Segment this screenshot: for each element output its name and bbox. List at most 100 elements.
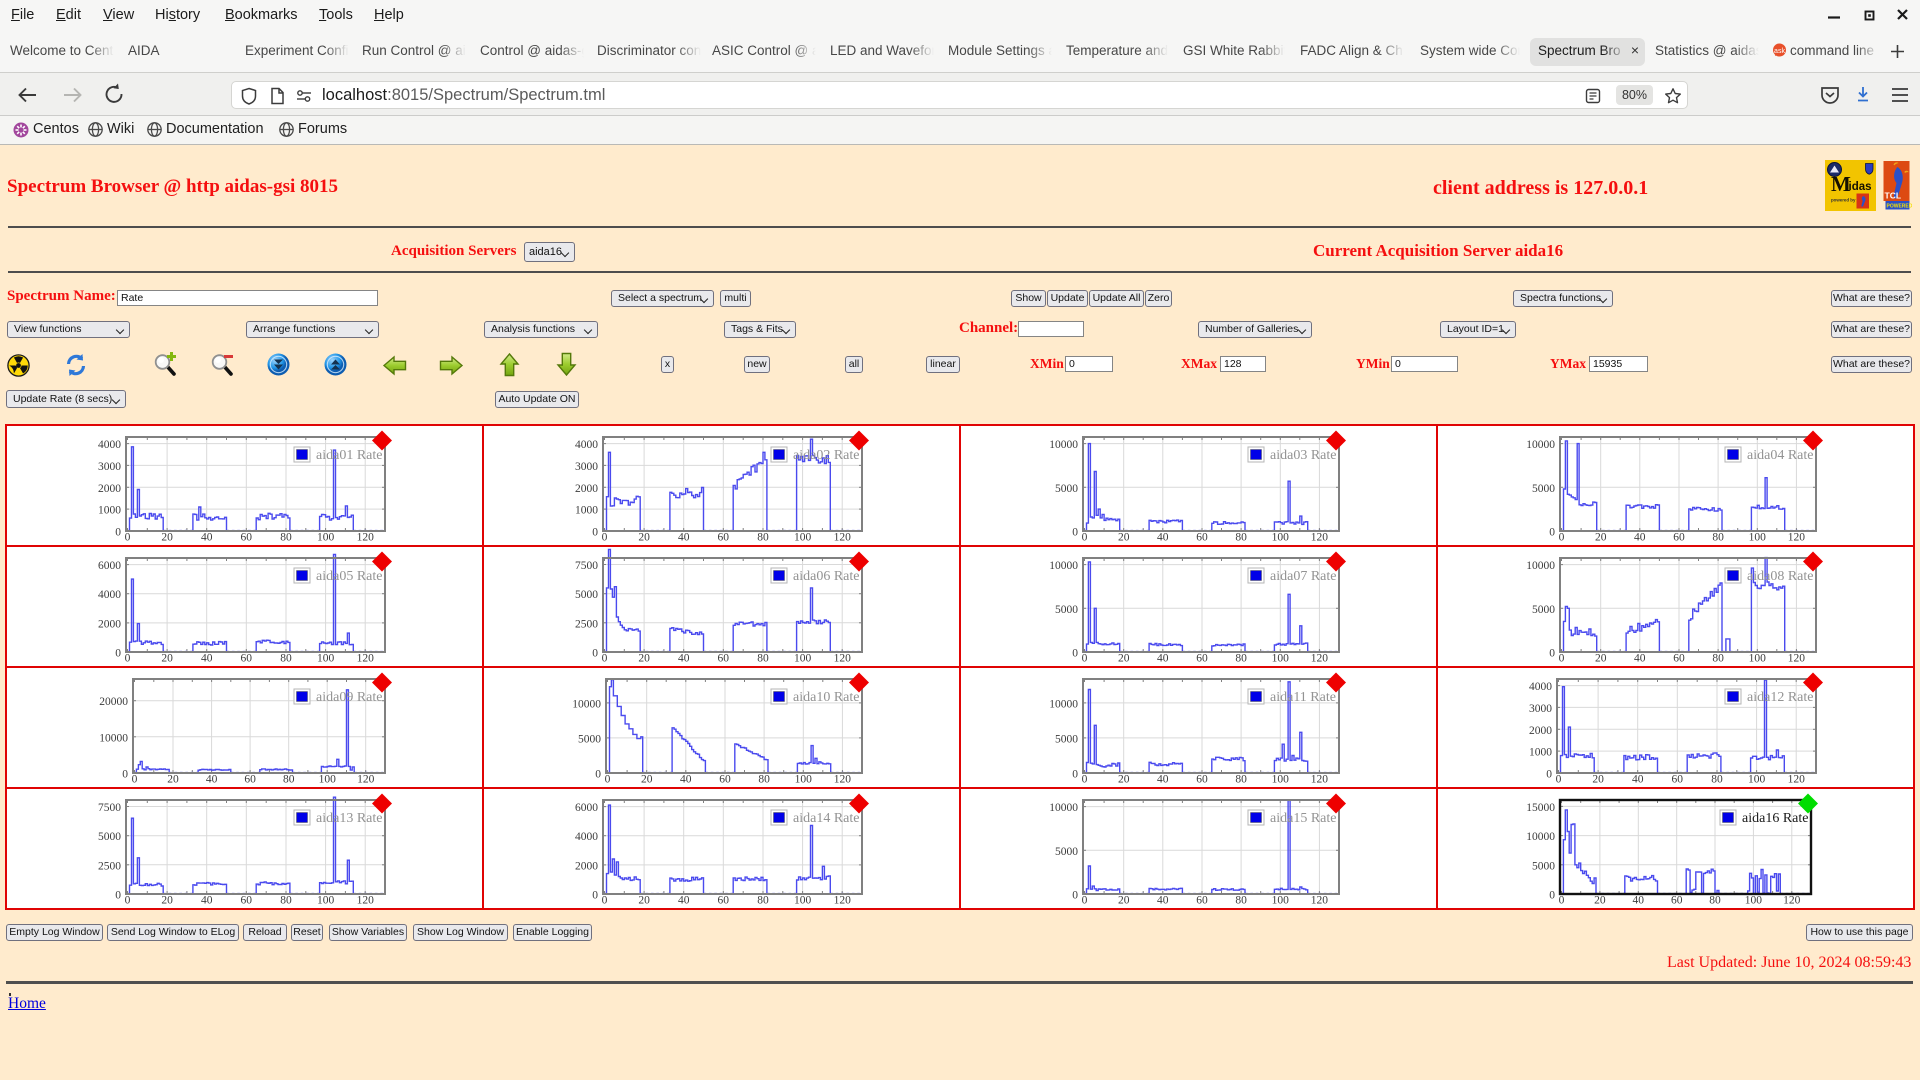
svg-text:120: 120 [834,774,852,786]
svg-text:10000: 10000 [1049,439,1078,451]
svg-text:120: 120 [1311,653,1329,665]
svg-text:7500: 7500 [98,802,121,814]
svg-text:0: 0 [125,895,131,907]
svg-text:120: 120 [834,653,852,665]
svg-text:100: 100 [1749,532,1767,544]
svg-text:2500: 2500 [575,618,598,630]
svg-text:80: 80 [757,895,769,907]
svg-text:80: 80 [1235,653,1247,665]
svg-text:aida15 Rate: aida15 Rate [1270,811,1336,826]
svg-text:7500: 7500 [575,560,598,572]
svg-text:120: 120 [1788,532,1806,544]
svg-text:120: 120 [1311,774,1329,786]
svg-text:0: 0 [1549,648,1555,660]
svg-text:4000: 4000 [1529,681,1552,693]
svg-text:100: 100 [1272,895,1290,907]
svg-text:0: 0 [1082,895,1088,907]
svg-text:aida10 Rate: aida10 Rate [793,690,859,705]
svg-text:5000: 5000 [1532,604,1555,616]
svg-text:40: 40 [1634,653,1646,665]
svg-text:5000: 5000 [1055,483,1078,495]
svg-text:80: 80 [280,895,292,907]
svg-text:TCL: TCL [1885,191,1902,201]
svg-text:120: 120 [1788,774,1806,786]
svg-text:100: 100 [1272,532,1290,544]
svg-text:0: 0 [1082,532,1088,544]
svg-text:100: 100 [317,895,335,907]
svg-text:60: 60 [1196,895,1208,907]
svg-text:120: 120 [1788,653,1806,665]
svg-text:aida12 Rate: aida12 Rate [1747,690,1813,705]
svg-text:40: 40 [1157,653,1169,665]
svg-text:0: 0 [1559,653,1565,665]
svg-text:0: 0 [592,527,598,539]
svg-text:20: 20 [638,532,650,544]
svg-text:10000: 10000 [1049,698,1078,710]
svg-text:0: 0 [132,774,138,786]
svg-text:10000: 10000 [1049,802,1078,814]
svg-text:5000: 5000 [1055,733,1078,745]
svg-text:20: 20 [1595,653,1607,665]
svg-text:aida06 Rate: aida06 Rate [793,569,859,584]
svg-text:0: 0 [122,769,128,781]
svg-text:0: 0 [1549,527,1555,539]
svg-text:100: 100 [1749,653,1767,665]
svg-text:60: 60 [1673,532,1685,544]
svg-text:120: 120 [834,532,852,544]
svg-text:1000: 1000 [575,505,598,517]
svg-text:100: 100 [1748,774,1766,786]
svg-text:20: 20 [1118,774,1130,786]
svg-text:0: 0 [125,532,131,544]
svg-text:aida03 Rate: aida03 Rate [1270,448,1336,463]
svg-text:120: 120 [357,532,375,544]
svg-text:20000: 20000 [99,696,128,708]
svg-text:0: 0 [115,527,121,539]
svg-text:10000: 10000 [572,698,601,710]
svg-text:120: 120 [1311,532,1329,544]
svg-text:100: 100 [317,532,335,544]
svg-text:20: 20 [161,895,173,907]
svg-text:20: 20 [161,532,173,544]
svg-text:10000: 10000 [1526,439,1555,451]
svg-text:aida16 Rate: aida16 Rate [1742,811,1808,826]
svg-text:0: 0 [1556,774,1562,786]
svg-text:0: 0 [605,774,611,786]
svg-text:0: 0 [602,653,608,665]
svg-text:80: 80 [757,532,769,544]
svg-text:20: 20 [1595,532,1607,544]
svg-text:100: 100 [794,653,812,665]
svg-text:aida04 Rate: aida04 Rate [1747,448,1813,463]
svg-text:0: 0 [592,890,598,902]
svg-text:10000: 10000 [1049,560,1078,572]
svg-text:40: 40 [1157,774,1169,786]
svg-text:40: 40 [201,653,213,665]
svg-text:4000: 4000 [575,439,598,451]
svg-text:100: 100 [317,653,335,665]
svg-text:40: 40 [680,774,692,786]
svg-text:2000: 2000 [98,618,121,630]
svg-text:40: 40 [678,895,690,907]
svg-text:1000: 1000 [98,505,121,517]
svg-text:5000: 5000 [1055,846,1078,858]
svg-text:60: 60 [241,653,253,665]
svg-text:80: 80 [757,653,769,665]
svg-text:5000: 5000 [578,733,601,745]
svg-text:0: 0 [1559,895,1565,907]
svg-text:5000: 5000 [98,831,121,843]
svg-text:40: 40 [201,895,213,907]
svg-text:aida07 Rate: aida07 Rate [1270,569,1336,584]
svg-text:20: 20 [161,653,173,665]
svg-text:80: 80 [1712,532,1724,544]
svg-text:6000: 6000 [98,560,121,572]
svg-text:aida09 Rate: aida09 Rate [316,690,382,705]
svg-text:0: 0 [1082,774,1088,786]
svg-text:40: 40 [201,532,213,544]
svg-text:10000: 10000 [99,732,128,744]
svg-text:40: 40 [1157,532,1169,544]
svg-text:4000: 4000 [98,589,121,601]
svg-text:aida05 Rate: aida05 Rate [316,569,382,584]
svg-text:120: 120 [1783,895,1801,907]
svg-text:20: 20 [167,774,179,786]
svg-text:0: 0 [1082,653,1088,665]
svg-text:powered by: powered by [1831,198,1856,203]
